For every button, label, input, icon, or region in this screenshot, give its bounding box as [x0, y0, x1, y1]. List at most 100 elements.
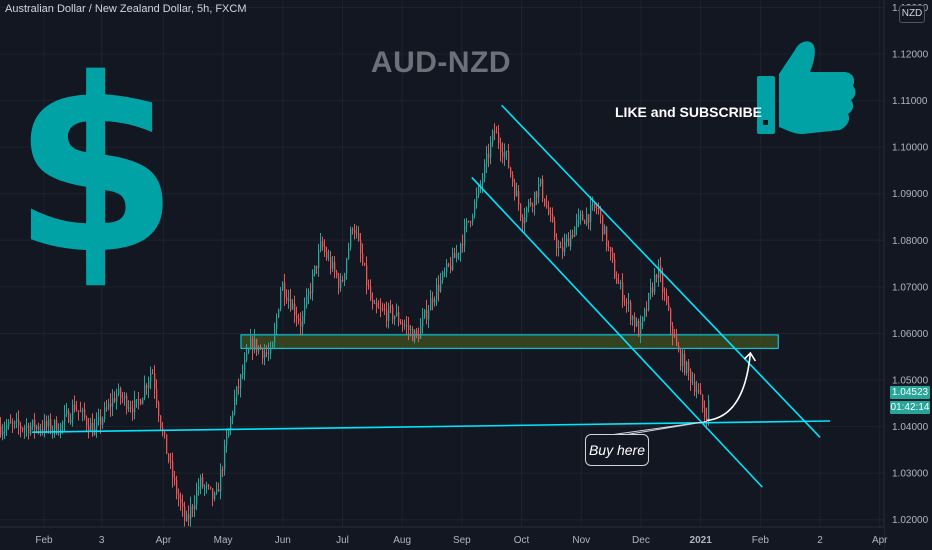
price-tick-label: 1.04000: [892, 422, 929, 433]
candle-body: [82, 409, 84, 412]
time-tick-label: May: [214, 535, 233, 546]
candle-body: [494, 131, 496, 133]
candle-body: [302, 316, 304, 327]
candle-body: [354, 230, 356, 234]
candlestick-series[interactable]: [0, 123, 710, 531]
candle-body: [50, 419, 52, 431]
candle-body: [196, 489, 198, 505]
candle-body: [554, 221, 556, 238]
candle-body: [466, 220, 468, 226]
candle-body: [120, 388, 122, 398]
symbol-title[interactable]: Australian Dollar / New Zealand Dollar, …: [5, 3, 247, 15]
candle-body: [496, 132, 498, 134]
candle-body: [698, 390, 700, 392]
candle-body: [336, 271, 338, 277]
candle-body: [60, 424, 62, 434]
candle-body: [44, 420, 46, 431]
candle-body: [676, 337, 678, 347]
candle-body: [320, 241, 322, 251]
candle-body: [358, 233, 360, 241]
candle-body: [252, 338, 254, 351]
candle-body: [112, 398, 114, 407]
price-tick-label: 1.03000: [892, 469, 929, 480]
candle-body: [328, 257, 330, 259]
candle-body: [566, 237, 568, 242]
candle-body: [292, 303, 294, 310]
candle-body: [508, 151, 510, 168]
candle-body: [224, 445, 226, 470]
candle-body: [290, 298, 292, 310]
price-axis-panel[interactable]: [884, 0, 932, 550]
candle-body: [608, 246, 610, 248]
price-tick-label: 1.09000: [892, 189, 929, 200]
candle-body: [404, 325, 406, 327]
candle-body: [64, 414, 66, 422]
candle-body: [182, 503, 184, 507]
candle-body: [40, 429, 42, 431]
time-axis-panel[interactable]: [0, 527, 884, 550]
candle-body: [262, 349, 264, 358]
time-tick-label: Jun: [275, 535, 291, 546]
candle-body: [312, 273, 314, 293]
candle-body: [382, 308, 384, 310]
time-tick-label: Apr: [872, 535, 888, 546]
time-tick-label: Sep: [453, 535, 471, 546]
candle-body: [222, 469, 224, 471]
candle-body: [640, 322, 642, 337]
candle-body: [180, 498, 182, 504]
candle-body: [400, 322, 402, 324]
candle-body: [352, 229, 354, 231]
candle-body: [10, 421, 12, 424]
candle-body: [208, 485, 210, 487]
candle-body: [8, 421, 10, 426]
candle-body: [600, 209, 602, 216]
candle-body: [168, 454, 170, 461]
candle-body: [690, 370, 692, 383]
candle-body: [380, 308, 382, 310]
candle-body: [108, 403, 110, 409]
candle-body: [160, 415, 162, 428]
candle-body: [392, 306, 394, 320]
candle-body: [346, 258, 348, 274]
candle-body: [28, 425, 30, 434]
candle-body: [626, 302, 628, 304]
candle-body: [204, 486, 206, 488]
candle-body: [98, 416, 100, 422]
time-tick-label: Jul: [336, 535, 349, 546]
candle-body: [450, 265, 452, 270]
candle-body: [258, 346, 260, 352]
currency-badge[interactable]: NZD: [899, 5, 925, 23]
candle-body: [158, 402, 160, 416]
candle-body: [652, 287, 654, 293]
candle-body: [226, 437, 228, 446]
candle-body: [412, 329, 414, 342]
candle-body: [220, 469, 222, 492]
candle-body: [646, 308, 648, 311]
candle-body: [560, 247, 562, 249]
candle-body: [526, 207, 528, 218]
candle-body: [74, 404, 76, 411]
candle-body: [340, 279, 342, 288]
candle-body: [636, 320, 638, 327]
candle-body: [482, 178, 484, 185]
candle-body: [534, 191, 536, 207]
candle-body: [270, 348, 272, 353]
candle-body: [476, 195, 478, 202]
candle-body: [694, 382, 696, 392]
candle-body: [474, 201, 476, 216]
candle-body: [42, 429, 44, 431]
candle-body: [324, 246, 326, 252]
chart-annotation-title: AUD-NZD: [370, 46, 512, 79]
candle-body: [432, 298, 434, 303]
candle-body: [582, 214, 584, 221]
candle-body: [492, 131, 494, 143]
candle-body: [72, 404, 74, 420]
candle-body: [36, 426, 38, 430]
candle-body: [150, 373, 152, 382]
candle-body: [260, 346, 262, 350]
candle-body: [58, 433, 60, 435]
candle-body: [138, 399, 140, 401]
candle-body: [538, 184, 540, 198]
candle-body: [126, 395, 128, 409]
